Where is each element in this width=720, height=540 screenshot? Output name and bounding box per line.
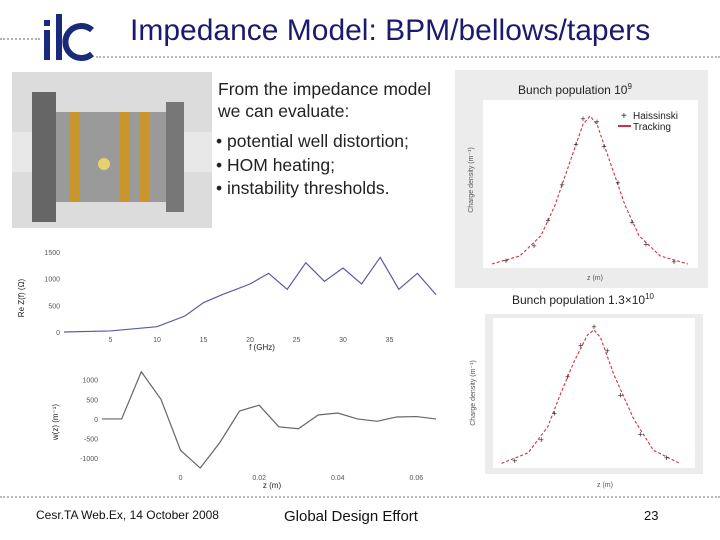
bellows-ring-1 xyxy=(70,112,80,202)
dist1-tracking-point: + xyxy=(615,178,620,188)
wake-series-line xyxy=(102,370,437,469)
legend-tracking-label: Tracking xyxy=(633,122,671,133)
wake-ytick: -500 xyxy=(84,437,98,444)
flange-left xyxy=(32,92,56,222)
dist2-tracking-point: + xyxy=(638,430,643,440)
dist1-plot-area xyxy=(483,100,698,268)
bullet-item: potential well distortion; xyxy=(216,130,409,154)
dist1-tracking-point: + xyxy=(671,257,676,267)
dist2-fit-curve xyxy=(501,329,681,464)
footer-left: Cesr.TA Web.Ex, 14 October 2008 xyxy=(36,508,219,522)
impedance-ylabel: Re Z(f) (Ω) xyxy=(17,278,26,317)
flange-right xyxy=(166,102,184,212)
dist2-tracking-point: + xyxy=(512,456,517,466)
impedance-xtick: 5 xyxy=(109,337,113,344)
bullet-item: instability thresholds. xyxy=(216,177,409,201)
dist2-xlabel: z (m) xyxy=(597,482,613,489)
impedance-series-line xyxy=(63,256,437,333)
dist1-tracking-point: + xyxy=(601,142,606,152)
dist2-tracking-point: + xyxy=(605,346,610,356)
wake-ylabel: w(z) (m⁻¹) xyxy=(51,404,60,442)
dist2-tracking-point: + xyxy=(591,322,596,332)
bullet-list: potential well distortion; HOM heating; … xyxy=(216,130,409,201)
impedance-ytick: 1500 xyxy=(44,250,60,257)
dist1-ylabel: Charge density (m⁻¹) xyxy=(468,147,475,213)
impedance-ytick: 1000 xyxy=(44,277,60,284)
wake-chart: w(z) (m⁻¹) z (m) 1000 500 0 -500 -1000 0 0.02… xyxy=(12,352,440,492)
dist2-tracking-point: + xyxy=(552,409,557,419)
legend-haissinski-marker: + xyxy=(621,111,627,122)
impedance-xtick: 30 xyxy=(339,337,347,344)
impedance-chart-bg xyxy=(12,228,440,353)
wake-ytick: 500 xyxy=(86,397,98,404)
dist2-title: Bunch population 1.3×1010 xyxy=(512,292,655,307)
bellows-ring-3 xyxy=(140,112,150,202)
impedance-xtick: 20 xyxy=(246,337,254,344)
impedance-chart: Re Z(f) (Ω) f (GHz) 1500 1000 500 0 5 10 15 20… xyxy=(12,228,440,353)
dist1-tracking-point: + xyxy=(629,217,634,227)
impedance-ytick: 0 xyxy=(56,330,60,337)
impedance-xtick: 25 xyxy=(293,337,301,344)
logo-bar-i xyxy=(44,30,50,60)
logo-arc-c xyxy=(62,23,94,61)
dist2-ylabel: Charge density (m⁻¹) xyxy=(470,360,477,426)
wake-ytick: 0 xyxy=(94,417,98,424)
dist2-tracking-point: + xyxy=(539,435,544,445)
bellows-ring-2 xyxy=(120,112,130,202)
dist1-title: Bunch population 109 xyxy=(518,82,632,97)
wake-ytick: 1000 xyxy=(82,378,98,385)
dist1-tracking-point: + xyxy=(573,140,578,150)
intro-text: From the impedance model we can evaluate… xyxy=(218,79,432,121)
slide-title: Impedance Model: BPM/bellows/tapers xyxy=(130,14,651,47)
dist1-tracking-point: + xyxy=(643,240,648,250)
wake-xtick: 0.02 xyxy=(252,475,266,482)
logo-bar-l xyxy=(56,14,62,60)
dotted-rule-footer xyxy=(0,496,720,500)
dist2-tracking-point: + xyxy=(664,453,669,463)
wake-xtick: 0.06 xyxy=(410,475,424,482)
impedance-xlabel: f (GHz) xyxy=(249,343,275,352)
bpm-bellows-model-image xyxy=(12,72,212,242)
dist2-tracking-point: + xyxy=(565,372,570,382)
dist2-tracking-point: + xyxy=(578,341,583,351)
page-number: 23 xyxy=(644,508,659,523)
dist1-tracking-point: + xyxy=(594,117,599,127)
dist2-tracking-point: + xyxy=(618,390,623,400)
dist2-plot-area xyxy=(493,318,695,468)
wake-xtick: 0 xyxy=(179,475,183,482)
dotted-rule-left xyxy=(0,38,40,42)
wake-xtick: 0.04 xyxy=(331,475,345,482)
impedance-xtick: 35 xyxy=(386,337,394,344)
dist1-xlabel: z (m) xyxy=(587,275,603,282)
bunch-distribution-chart-2: Bunch population 1.3×1010 Charge density… xyxy=(455,288,708,493)
wake-xlabel: z (m) xyxy=(263,481,282,490)
dist1-tracking-point: + xyxy=(559,180,564,190)
dist1-tracking-point: + xyxy=(503,256,508,266)
logo-dot-i xyxy=(44,20,50,26)
impedance-xtick: 15 xyxy=(200,337,208,344)
impedance-xtick: 10 xyxy=(153,337,161,344)
wake-ytick: -1000 xyxy=(80,456,98,463)
impedance-ytick: 500 xyxy=(48,303,60,310)
bunch-distribution-chart-1: Bunch population 109 Charge density (m⁻¹… xyxy=(455,70,708,290)
wake-chart-bg xyxy=(12,352,440,492)
bpm-button xyxy=(98,158,110,170)
dist1-tracking-point: + xyxy=(580,114,585,124)
ilc-logo xyxy=(44,14,94,61)
legend-haissinski-label: Haissinski xyxy=(633,111,678,122)
dist1-tracking-point: + xyxy=(531,241,536,251)
bullet-item: HOM heating; xyxy=(216,154,409,178)
dotted-rule-title xyxy=(96,56,720,60)
dist1-tracking-point: + xyxy=(545,215,550,225)
footer-center: Global Design Effort xyxy=(284,508,418,525)
